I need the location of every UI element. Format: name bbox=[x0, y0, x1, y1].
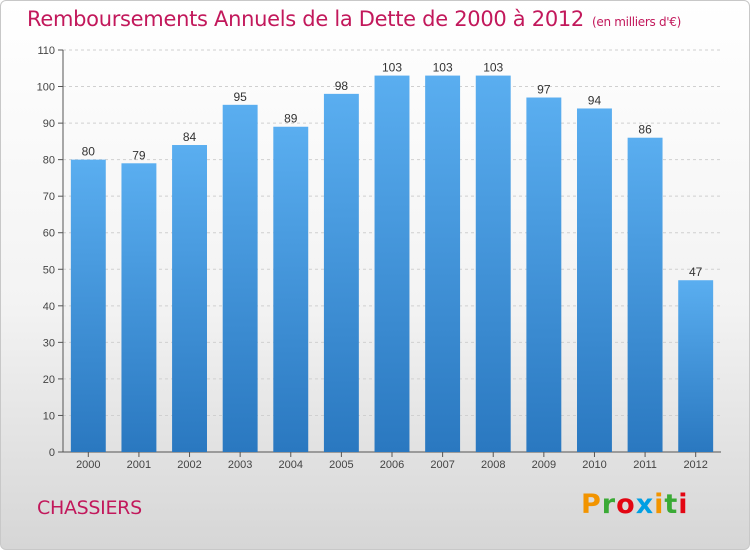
y-tick-label: 60 bbox=[43, 228, 55, 240]
x-tick-label-2011: 2011 bbox=[633, 459, 657, 471]
chart-title: Remboursements Annuels de la Dette de 20… bbox=[27, 7, 681, 31]
y-tick-label: 90 bbox=[43, 118, 55, 130]
commune-name: CHASSIERS bbox=[37, 497, 142, 519]
bars bbox=[70, 75, 714, 453]
unit-label: (en milliers d'€) bbox=[592, 15, 682, 29]
bar-2004 bbox=[273, 126, 309, 452]
bar-2001 bbox=[121, 163, 157, 453]
x-tick-label-2006: 2006 bbox=[380, 459, 404, 471]
y-tick-label: 0 bbox=[49, 447, 55, 459]
bar-2002 bbox=[172, 145, 208, 452]
bar-2007 bbox=[425, 75, 461, 452]
data-label-2012: 47 bbox=[689, 265, 703, 279]
y-tick-label: 100 bbox=[37, 82, 55, 94]
bar-2006 bbox=[374, 75, 410, 452]
data-label-2010: 94 bbox=[588, 93, 602, 107]
x-tick-label-2008: 2008 bbox=[481, 459, 505, 471]
bar-2003 bbox=[222, 104, 258, 453]
data-label-2005: 98 bbox=[335, 79, 349, 93]
x-tick-label-2009: 2009 bbox=[532, 459, 556, 471]
data-label-2000: 80 bbox=[82, 145, 96, 159]
y-tick-label: 70 bbox=[43, 191, 55, 203]
data-label-2008: 103 bbox=[483, 61, 503, 75]
title-text: Remboursements Annuels de la Dette de 20… bbox=[27, 7, 584, 31]
x-tick-label-2004: 2004 bbox=[279, 459, 303, 471]
bar-2008 bbox=[475, 75, 511, 452]
y-tick-label: 10 bbox=[43, 410, 55, 422]
data-label-2003: 95 bbox=[233, 90, 247, 104]
x-tick-label-2001: 2001 bbox=[127, 459, 151, 471]
logo-letter: i bbox=[654, 489, 665, 520]
data-labels: 80 79 84 95 89 98 103 103 103 97 94 86 47 bbox=[82, 61, 703, 280]
y-tick-label: 50 bbox=[43, 264, 55, 276]
data-label-2002: 84 bbox=[183, 130, 197, 144]
data-label-2011: 86 bbox=[638, 123, 652, 137]
bar-2010 bbox=[576, 108, 612, 453]
data-label-2001: 79 bbox=[132, 148, 146, 162]
x-tick-label-2012: 2012 bbox=[683, 459, 707, 471]
data-label-2004: 89 bbox=[284, 112, 298, 126]
logo-letter: P bbox=[581, 489, 602, 520]
bar-2012 bbox=[678, 280, 714, 452]
y-tick-label: 30 bbox=[43, 337, 55, 349]
data-label-2009: 97 bbox=[537, 83, 551, 97]
logo-letter: t bbox=[664, 489, 679, 520]
x-tick-label-2003: 2003 bbox=[228, 459, 252, 471]
x-tick-label-2002: 2002 bbox=[177, 459, 201, 471]
logo-letter: i bbox=[678, 489, 689, 520]
x-tick-label-2005: 2005 bbox=[329, 459, 353, 471]
bar-2011 bbox=[627, 137, 663, 452]
x-tick-label-2007: 2007 bbox=[430, 459, 454, 471]
y-tick-label: 20 bbox=[43, 374, 55, 386]
data-label-2006: 103 bbox=[382, 61, 402, 75]
bar-2005 bbox=[323, 93, 359, 452]
y-tick-label: 110 bbox=[37, 45, 55, 57]
x-tick-label-2010: 2010 bbox=[582, 459, 606, 471]
y-tick-label: 80 bbox=[43, 155, 55, 167]
bar-2000 bbox=[70, 159, 106, 453]
x-tick-label-2000: 2000 bbox=[76, 459, 100, 471]
bar-2009 bbox=[526, 97, 562, 452]
logo-letter: x bbox=[635, 489, 655, 520]
y-tick-label: 40 bbox=[43, 301, 55, 313]
data-label-2007: 103 bbox=[433, 61, 453, 75]
logo-letter: o bbox=[616, 489, 636, 520]
proxiti-logo: Proxiti bbox=[581, 489, 689, 520]
logo-letter: r bbox=[601, 489, 617, 520]
